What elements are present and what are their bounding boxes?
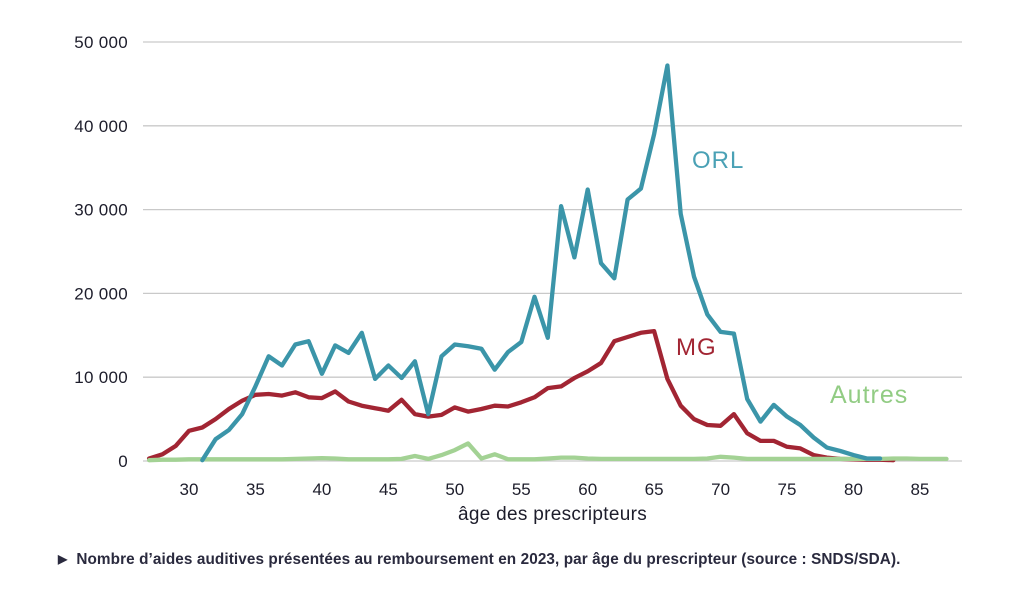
y-axis-tick-label: 40 000 bbox=[74, 117, 128, 136]
series-line-autres bbox=[146, 441, 949, 463]
y-axis-tick-label: 20 000 bbox=[74, 284, 128, 303]
y-axis-tick-label: 50 000 bbox=[74, 33, 128, 52]
x-axis-tick-label: 65 bbox=[645, 480, 664, 499]
x-axis-tick-label: 40 bbox=[312, 480, 331, 499]
line-chart: 0 10 000 20 000 30 000 40 000 50 000 30 35 40 45 5… bbox=[74, 33, 962, 499]
y-axis-tick-label: 30 000 bbox=[74, 201, 128, 220]
series-line-mg bbox=[146, 328, 896, 463]
y-axis-tick-label: 0 bbox=[118, 452, 128, 471]
x-axis-tick-label: 45 bbox=[379, 480, 398, 499]
x-axis-tick-label: 80 bbox=[844, 480, 863, 499]
y-axis-tick-label: 10 000 bbox=[74, 368, 128, 387]
x-axis-tick-label: 30 bbox=[180, 480, 199, 499]
series-label-mg: MG bbox=[676, 334, 717, 361]
series-label-orl: ORL bbox=[692, 147, 745, 174]
x-axis-tick-label: 35 bbox=[246, 480, 265, 499]
series-line-orl bbox=[200, 63, 883, 463]
x-axis-title: âge des prescripteurs bbox=[457, 504, 647, 525]
x-axis-tick-label: 85 bbox=[910, 480, 929, 499]
x-axis-tick-label: 50 bbox=[445, 480, 464, 499]
x-axis-tick-label: 70 bbox=[711, 480, 730, 499]
figure-caption: ▶ Nombre d’aides auditives présentées au … bbox=[58, 551, 1018, 569]
x-axis-tick-label: 55 bbox=[512, 480, 531, 499]
caption-text: Nombre d’aides auditives présentées au r… bbox=[76, 551, 901, 568]
caption-bullet-icon: ▶ bbox=[58, 552, 68, 566]
series-label-autres: Autres bbox=[830, 381, 909, 409]
x-axis-tick-label: 60 bbox=[578, 480, 597, 499]
x-axis-tick-label: 75 bbox=[778, 480, 797, 499]
